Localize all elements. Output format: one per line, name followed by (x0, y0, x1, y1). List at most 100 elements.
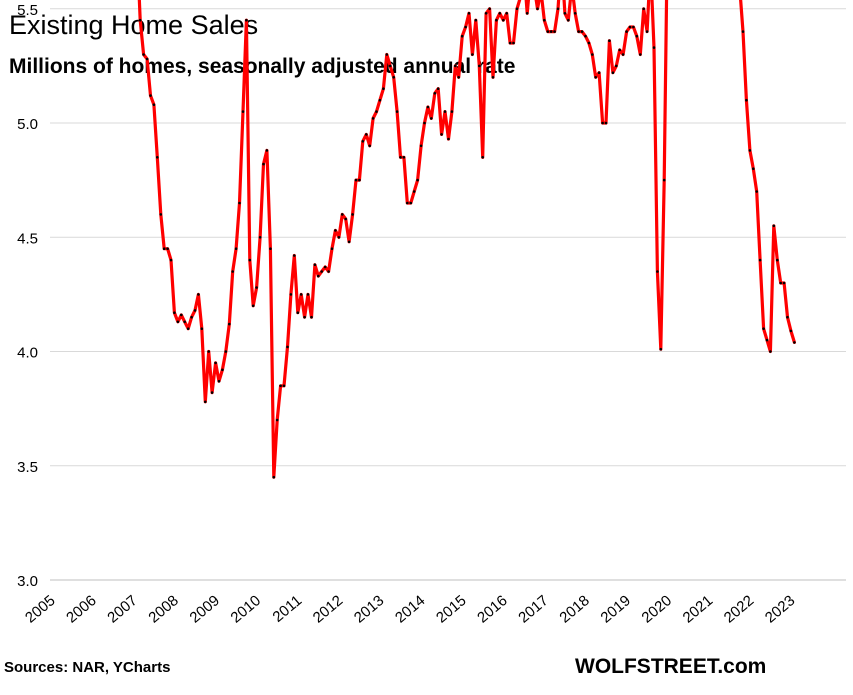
x-tick-label: 2008 (145, 592, 181, 626)
data-point (573, 12, 577, 15)
data-point (183, 320, 186, 324)
data-point (748, 149, 752, 152)
data-point (443, 110, 447, 113)
data-point (752, 167, 755, 170)
data-point (138, 18, 142, 22)
data-point (173, 311, 176, 315)
data-point (258, 236, 262, 239)
data-point (502, 18, 505, 22)
y-tick-label: 5.5 (17, 2, 38, 19)
data-point (392, 76, 396, 79)
data-point (371, 117, 375, 120)
data-point (495, 18, 498, 22)
x-tick-label: 2014 (392, 592, 428, 626)
data-point (162, 247, 166, 250)
data-point (186, 327, 190, 331)
data-point (594, 76, 597, 79)
data-point (354, 178, 358, 182)
data-point (447, 137, 450, 141)
data-point (248, 258, 252, 262)
data-point (255, 286, 258, 289)
data-point (190, 315, 193, 319)
data-point (597, 71, 601, 74)
data-point (656, 270, 659, 273)
data-point (234, 247, 238, 250)
x-tick-label: 2006 (63, 592, 99, 626)
data-point (214, 361, 217, 365)
data-point (200, 327, 204, 331)
data-point (176, 320, 180, 324)
data-point (584, 34, 587, 38)
data-point (793, 341, 796, 344)
series-line (137, 0, 797, 479)
data-point (399, 156, 402, 159)
source-note: Sources: NAR, YCharts (4, 659, 171, 676)
x-tick-label: 2013 (351, 592, 387, 626)
data-point (433, 92, 437, 95)
data-point (615, 64, 618, 68)
data-point (402, 156, 406, 159)
x-tick-label: 2020 (639, 592, 675, 626)
data-point (416, 178, 419, 182)
data-point (265, 149, 269, 152)
data-point (460, 34, 464, 38)
series-layer (137, 0, 797, 479)
data-point (238, 201, 241, 205)
data-point (375, 110, 378, 113)
data-point (358, 178, 361, 182)
x-tick-label: 2010 (228, 592, 264, 626)
x-tick-label: 2019 (597, 592, 633, 626)
x-tick-label: 2023 (762, 592, 798, 626)
data-point (464, 25, 467, 29)
data-point (505, 12, 509, 15)
y-tick-label: 5.0 (17, 116, 38, 133)
data-point (299, 293, 303, 296)
data-point (782, 281, 786, 285)
data-point (454, 64, 457, 68)
x-axis-labels: 2005 2006 2007 2008 2009 2010 2011 2012 2013 2014… (22, 592, 798, 626)
x-tick-label: 2007 (104, 592, 140, 626)
data-point (745, 98, 748, 102)
data-point (611, 71, 615, 74)
data-point (365, 133, 368, 136)
data-point (508, 41, 512, 45)
x-tick-label: 2009 (186, 592, 222, 626)
data-point (481, 156, 485, 159)
x-tick-label: 2016 (474, 592, 510, 626)
x-tick-label: 2017 (515, 592, 551, 626)
data-point (471, 53, 474, 56)
data-point (621, 53, 625, 56)
data-point (382, 87, 385, 90)
data-point (662, 178, 666, 182)
y-axis-labels: 3.03.54.04.55.05.56.06.57.0 (17, 2, 38, 590)
data-point (286, 345, 289, 349)
data-point (762, 327, 765, 331)
data-point (395, 110, 399, 113)
data-point (580, 30, 584, 33)
data-point (224, 350, 228, 353)
data-point (409, 201, 413, 205)
data-point (515, 7, 519, 11)
data-point (450, 110, 454, 113)
data-point (779, 281, 782, 285)
x-tick-label: 2005 (22, 592, 58, 626)
y-tick-label: 3.0 (17, 573, 38, 590)
data-point (601, 121, 604, 125)
data-point (272, 475, 276, 479)
data-point (769, 350, 772, 353)
data-point (776, 258, 779, 262)
data-point (152, 103, 156, 106)
data-point (159, 213, 163, 216)
data-point (591, 53, 594, 56)
data-point (204, 400, 207, 404)
data-point (491, 76, 495, 79)
data-point (241, 110, 245, 113)
data-point (306, 293, 310, 296)
data-point (210, 391, 214, 394)
data-point (423, 121, 426, 125)
data-point (625, 30, 628, 33)
data-point (347, 240, 351, 244)
data-point (635, 34, 639, 38)
data-point (351, 213, 354, 216)
data-point (412, 190, 416, 193)
